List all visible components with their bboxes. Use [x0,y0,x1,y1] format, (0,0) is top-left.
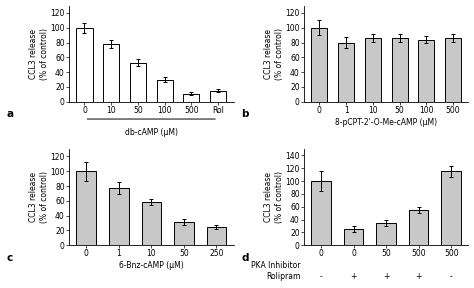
Bar [130,62,146,102]
Text: -: - [320,272,322,281]
Bar [409,210,428,245]
Text: d: d [241,253,249,263]
Bar [392,38,408,102]
Y-axis label: CCL3 release
(% of control): CCL3 release (% of control) [29,171,49,223]
Y-axis label: CCL3 release
(% of control): CCL3 release (% of control) [264,171,284,223]
Text: a: a [7,109,14,120]
X-axis label: 6-Bnz-cAMP (μM): 6-Bnz-cAMP (μM) [119,261,183,270]
Text: c: c [7,253,13,263]
Text: +: + [416,272,422,281]
X-axis label: 8-pCPT-2'-O-Me-cAMP (μM): 8-pCPT-2'-O-Me-cAMP (μM) [335,118,437,127]
Text: PKA Inhibitor: PKA Inhibitor [251,261,301,270]
Bar [418,39,434,102]
Bar [183,94,200,102]
Text: db-cAMP (μM): db-cAMP (μM) [125,128,178,137]
Bar [441,171,461,245]
Bar [174,221,193,245]
Text: -: - [450,272,453,281]
Text: +: + [383,272,389,281]
Bar [76,171,96,245]
Y-axis label: CCL3 release
(% of control): CCL3 release (% of control) [264,28,284,80]
Bar [365,38,381,102]
Bar [210,91,226,102]
Y-axis label: CCL3 release
(% of control): CCL3 release (% of control) [29,28,49,80]
Text: Rolipram: Rolipram [266,272,301,281]
Bar [142,202,161,245]
Bar [376,223,396,245]
Text: +: + [350,272,357,281]
Bar [338,43,354,102]
Bar [76,28,92,102]
Bar [207,227,226,245]
Bar [311,28,328,102]
Bar [344,229,364,245]
Bar [103,44,119,102]
Bar [445,38,461,102]
Bar [311,181,331,245]
Bar [109,188,128,245]
Text: b: b [241,109,249,120]
Bar [156,79,173,102]
